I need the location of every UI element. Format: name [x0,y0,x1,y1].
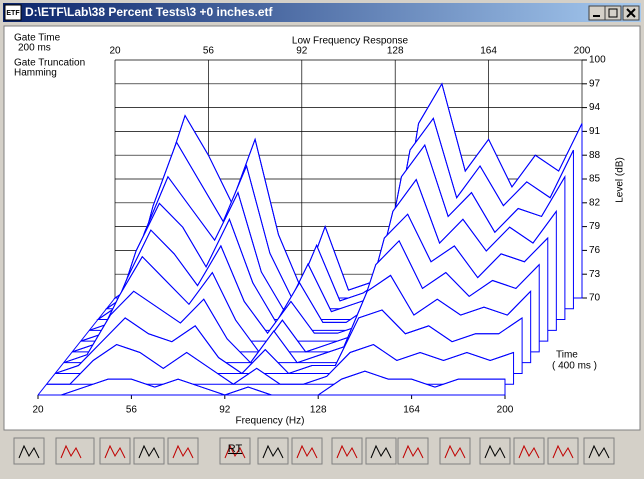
x-tick-label-top: 92 [296,46,308,57]
title-bar: ETF D:\ETF\Lab\38 Percent Tests\3 +0 inc… [3,3,641,22]
minimize-button[interactable] [588,5,606,21]
toolbar-button[interactable] [167,437,199,465]
x-tick-label-top: 128 [387,46,404,57]
toolbar-icon [138,444,160,459]
toolbar-icon [60,444,82,459]
toolbar-icon [172,444,194,459]
toolbar-button[interactable] [365,437,397,465]
x-tick-label-bottom: 92 [219,405,231,416]
x-tick-label-bottom: 128 [310,405,327,416]
slice-line [54,309,523,375]
toolbar-button[interactable] [331,437,363,465]
annotation: 200 ms [18,43,51,54]
y-axis-label: Level (dB) [615,157,626,203]
toolbar-icon [296,444,318,459]
close-icon [626,8,636,18]
slice-line [46,344,514,385]
toolbar-button[interactable] [219,437,251,465]
y-tick-label: 97 [589,78,601,89]
slice-line [72,239,540,353]
slice-line [80,213,549,342]
toolbar-icon [444,444,466,459]
toolbar-button[interactable] [133,437,165,465]
slice-line [63,274,532,364]
toolbar-icon [484,444,506,459]
x-tick-label-bottom: 200 [497,405,514,416]
app-icon-text: ETF [6,10,20,17]
toolbar-button[interactable] [55,437,95,465]
toolbar-icon [402,444,424,459]
toolbar-button[interactable] [439,437,471,465]
x-tick-label-bottom: 164 [403,405,420,416]
slice-line [114,82,583,299]
toolbar-button[interactable] [397,437,429,465]
y-tick-label: 70 [589,293,601,304]
depth-label: Time [556,350,578,361]
chart: Gate Time 200 ms Gate Truncation Hamming… [14,33,626,427]
window-buttons [588,5,640,21]
toolbar-icon [104,444,126,459]
floor-edge [37,297,116,396]
maximize-button[interactable] [604,5,622,21]
annotation: Gate Truncation [14,58,85,69]
toolbar-icon [336,444,358,459]
y-tick-label: 88 [589,150,601,161]
x-tick-label-top: 56 [203,46,215,57]
toolbar-icon [370,444,392,459]
x-tick-label-bottom: 20 [32,405,44,416]
y-tick-label: 94 [589,102,601,113]
depth-range: ( 400 ms ) [552,361,597,372]
toolbar-icon [18,444,40,459]
slice-line [89,178,557,331]
y-tick-label: 100 [589,55,606,66]
toolbar-button[interactable] [291,437,323,465]
app-icon [4,4,22,21]
y-tick-label: 85 [589,174,601,185]
chart-title: Low Frequency Response [292,36,409,47]
toolbar-button[interactable] [257,437,289,465]
x-axis-label: Frequency (Hz) [236,416,305,427]
y-tick-label: 76 [589,245,601,256]
maximize-icon [608,8,618,18]
annotation: Hamming [14,68,57,79]
slice-line [97,143,566,320]
toolbar-button[interactable] [13,437,45,465]
toolbar-button[interactable] [513,437,545,465]
toolbar-button[interactable] [479,437,511,465]
y-tick-label: 79 [589,221,601,232]
x-tick-label-bottom: 56 [126,405,138,416]
y-tick-label: 82 [589,197,601,208]
toolbar-label: RT [228,443,243,455]
toolbar-icon [262,444,284,459]
x-tick-label-top: 200 [574,46,591,57]
y-tick-label: 91 [589,126,601,137]
slice-line [106,117,574,310]
toolbar: RT [0,432,644,479]
toolbar-icon [552,444,574,459]
annotation: Gate Time [14,33,61,44]
toolbar-icon [588,444,610,459]
slice-line [38,370,505,396]
toolbar-icon [224,444,246,459]
y-tick-label: 73 [589,269,601,280]
x-tick-label-top: 164 [480,46,497,57]
x-tick-label-top: 20 [109,46,121,57]
toolbar-button[interactable] [99,437,131,465]
toolbar-icon [518,444,540,459]
window-title: D:\ETF\Lab\38 Percent Tests\3 +0 inches.… [25,5,274,19]
toolbar-button[interactable] [547,437,579,465]
toolbar-button[interactable] [583,437,615,465]
title-bar-bg [3,3,641,22]
